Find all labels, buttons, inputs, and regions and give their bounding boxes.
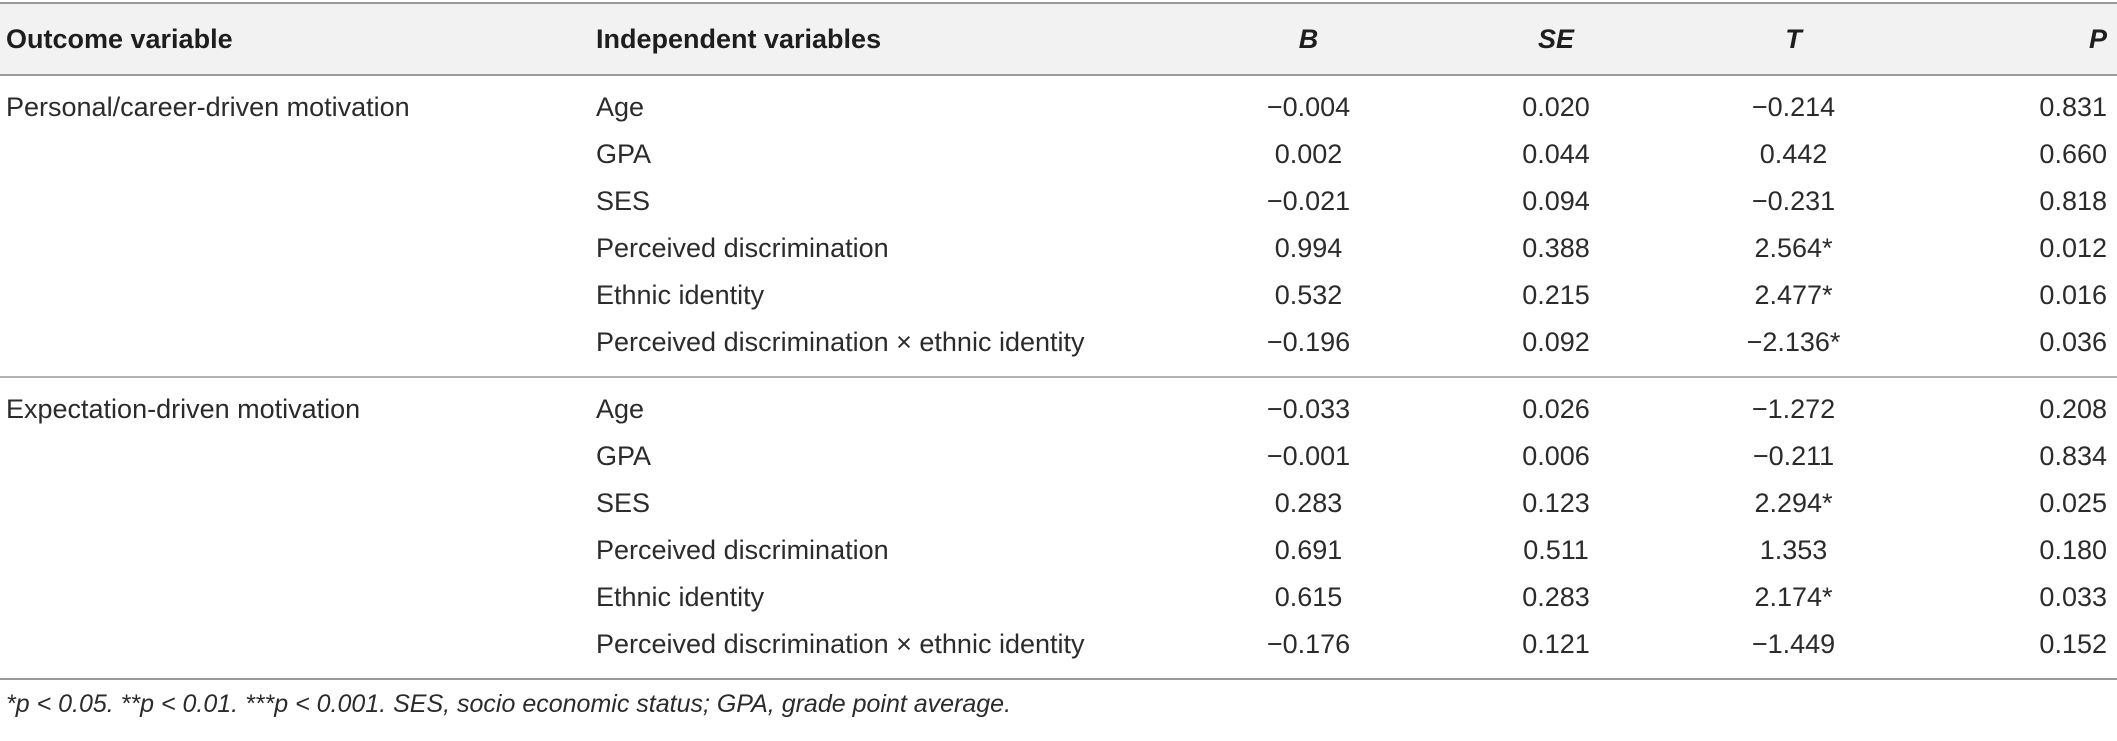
b-cell: 0.002 (1274, 139, 1343, 169)
b-cell: −0.196 (1180, 319, 1437, 378)
se-cell: 0.121 (1437, 621, 1675, 680)
variable-cell: GPA (596, 139, 652, 169)
table-row: Ethnic identity 0.532 0.215 2.477* 0.016 (0, 272, 2117, 319)
p-cell: 0.208 (2039, 394, 2107, 424)
table-row: SES 0.283 0.123 2.294* 0.025 (0, 480, 2117, 527)
b-cell: −0.001 (1266, 441, 1351, 471)
variable-cell: Perceived discrimination (596, 233, 889, 263)
outcome-empty (0, 621, 590, 680)
header-independent-variables: Independent variables (590, 2, 1180, 76)
p-cell: 0.152 (1912, 621, 2117, 680)
outcome-empty (0, 433, 590, 480)
b-cell: −0.021 (1266, 186, 1351, 216)
regression-table-container: Outcome variable Independent variables B… (0, 2, 2117, 719)
outcome-empty (0, 131, 590, 178)
variable-cell: GPA (596, 441, 652, 471)
p-cell: 0.180 (2039, 535, 2107, 565)
t-cell: 1.353 (1759, 535, 1828, 565)
table-header: Outcome variable Independent variables B… (0, 2, 2117, 76)
t-cell: 0.442 (1759, 139, 1828, 169)
b-cell: −0.033 (1266, 394, 1351, 424)
table-row: Perceived discrimination × ethnic identi… (0, 621, 2117, 680)
p-cell: 0.834 (2039, 441, 2107, 471)
se-cell: 0.092 (1437, 319, 1675, 378)
outcome-empty (0, 319, 590, 378)
p-cell: 0.831 (2039, 92, 2107, 122)
t-cell: 2.477* (1754, 280, 1833, 310)
outcome-empty (0, 272, 590, 319)
table-row: GPA −0.001 0.006 −0.211 0.834 (0, 433, 2117, 480)
header-row: Outcome variable Independent variables B… (0, 2, 2117, 76)
t-cell: −1.272 (1751, 394, 1836, 424)
p-cell: 0.660 (2039, 139, 2107, 169)
t-cell: 2.174* (1754, 582, 1833, 612)
variable-cell: SES (596, 186, 651, 216)
se-cell: 0.044 (1522, 139, 1590, 169)
variable-cell: Ethnic identity (596, 582, 765, 612)
b-cell: −0.176 (1180, 621, 1437, 680)
variable-cell: SES (596, 488, 651, 518)
variable-cell: Perceived discrimination × ethnic identi… (590, 319, 1180, 378)
header-se: SE (1437, 2, 1675, 76)
b-cell: 0.283 (1274, 488, 1343, 518)
table-row: Expectation-driven motivation Age −0.033… (0, 377, 2117, 433)
outcome-empty (0, 225, 590, 272)
se-cell: 0.123 (1522, 488, 1590, 518)
se-cell: 0.094 (1522, 186, 1590, 216)
t-cell: −0.214 (1751, 92, 1836, 122)
p-cell: 0.012 (2039, 233, 2107, 263)
t-cell: −0.231 (1751, 186, 1836, 216)
table-body: Personal/career-driven motivation Age −0… (0, 75, 2117, 680)
outcome-empty (0, 574, 590, 621)
header-outcome-variable: Outcome variable (0, 2, 590, 76)
table-row: Personal/career-driven motivation Age −0… (0, 75, 2117, 131)
t-cell: −0.211 (1752, 441, 1835, 471)
se-cell: 0.026 (1522, 394, 1590, 424)
b-cell: 0.532 (1274, 280, 1343, 310)
table-row: Perceived discrimination × ethnic identi… (0, 319, 2117, 378)
header-t: T (1675, 2, 1912, 76)
se-cell: 0.020 (1522, 92, 1590, 122)
table-footnote: *p < 0.05. **p < 0.01. ***p < 0.001. SES… (6, 690, 1012, 718)
table-row: Ethnic identity 0.615 0.283 2.174* 0.033 (0, 574, 2117, 621)
b-cell: 0.994 (1274, 233, 1343, 263)
b-cell: 0.691 (1274, 535, 1343, 565)
t-cell: −2.136* (1675, 319, 1912, 378)
header-p: P (1912, 2, 2117, 76)
b-cell: 0.615 (1274, 582, 1343, 612)
regression-table: Outcome variable Independent variables B… (0, 2, 2117, 680)
outcome-label: Expectation-driven motivation (6, 394, 361, 424)
se-cell: 0.006 (1522, 441, 1590, 471)
table-row: GPA 0.002 0.044 0.442 0.660 (0, 131, 2117, 178)
variable-cell: Perceived discrimination × ethnic identi… (590, 621, 1180, 680)
outcome-empty (0, 178, 590, 225)
outcome-empty (0, 480, 590, 527)
variable-cell: Ethnic identity (596, 280, 765, 310)
variable-cell: Age (596, 92, 645, 122)
b-cell: −0.004 (1266, 92, 1351, 122)
p-cell: 0.033 (2039, 582, 2107, 612)
variable-cell: Perceived discrimination (596, 535, 889, 565)
table-row: Perceived discrimination 0.994 0.388 2.5… (0, 225, 2117, 272)
variable-cell: Age (596, 394, 645, 424)
table-row: SES −0.021 0.094 −0.231 0.818 (0, 178, 2117, 225)
p-cell: 0.025 (2039, 488, 2107, 518)
header-b: B (1180, 2, 1437, 76)
se-cell: 0.511 (1523, 535, 1589, 565)
t-cell: 2.564* (1754, 233, 1833, 263)
se-cell: 0.215 (1522, 280, 1590, 310)
se-cell: 0.388 (1522, 233, 1590, 263)
p-cell: 0.818 (2039, 186, 2107, 216)
p-cell: 0.036 (1912, 319, 2117, 378)
p-cell: 0.016 (2039, 280, 2107, 310)
t-cell: 2.294* (1754, 488, 1833, 518)
outcome-empty (0, 527, 590, 574)
table-row: Perceived discrimination 0.691 0.511 1.3… (0, 527, 2117, 574)
outcome-label: Personal/career-driven motivation (6, 92, 410, 122)
t-cell: −1.449 (1675, 621, 1912, 680)
se-cell: 0.283 (1522, 582, 1590, 612)
